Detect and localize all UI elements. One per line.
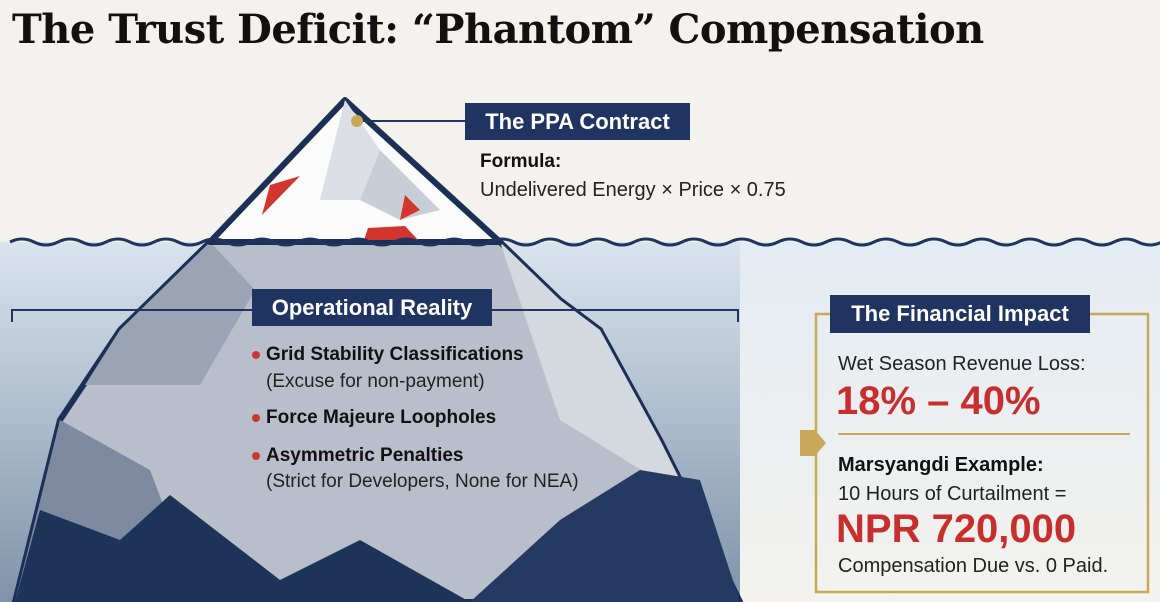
tip-label: The PPA Contract [465,103,690,140]
item-title: Grid Stability Classifications [266,344,524,365]
impact-label: The Financial Impact [830,295,1090,333]
example-label: Marsyangdi Example: [838,454,1044,476]
formula: Undelivered Energy × Price × 0.75 [480,179,786,201]
bullet [252,351,260,359]
reality-label: Operational Reality [252,289,492,326]
bullet [252,414,260,422]
loss-label: Wet Season Revenue Loss: [838,353,1086,375]
item-note: (Strict for Developers, None for NEA) [266,471,579,492]
bullet [252,452,260,460]
item-title: Asymmetric Penalties [266,445,464,466]
example-value: NPR 720,000 [836,507,1077,551]
example-note: Compensation Due vs. 0 Paid. [838,555,1109,577]
item-title: Force Majeure Loopholes [266,407,497,428]
loss-value: 18% – 40% [836,379,1041,423]
item-note: (Excuse for non-payment) [266,371,485,392]
title: The Trust Deficit: “Phantom” Compensatio… [12,6,984,53]
formula-label: Formula: [480,151,562,172]
example-line: 10 Hours of Curtailment = [838,483,1067,505]
